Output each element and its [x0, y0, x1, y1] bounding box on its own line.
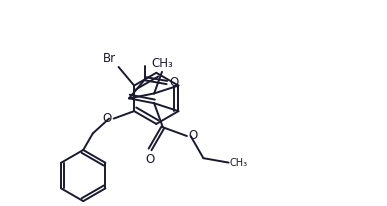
Text: CH₃: CH₃ — [151, 57, 173, 70]
Text: O: O — [169, 76, 178, 89]
Text: CH₃: CH₃ — [230, 158, 248, 168]
Text: O: O — [103, 112, 112, 125]
Text: O: O — [146, 153, 155, 166]
Text: Br: Br — [103, 52, 116, 65]
Text: O: O — [188, 129, 197, 142]
